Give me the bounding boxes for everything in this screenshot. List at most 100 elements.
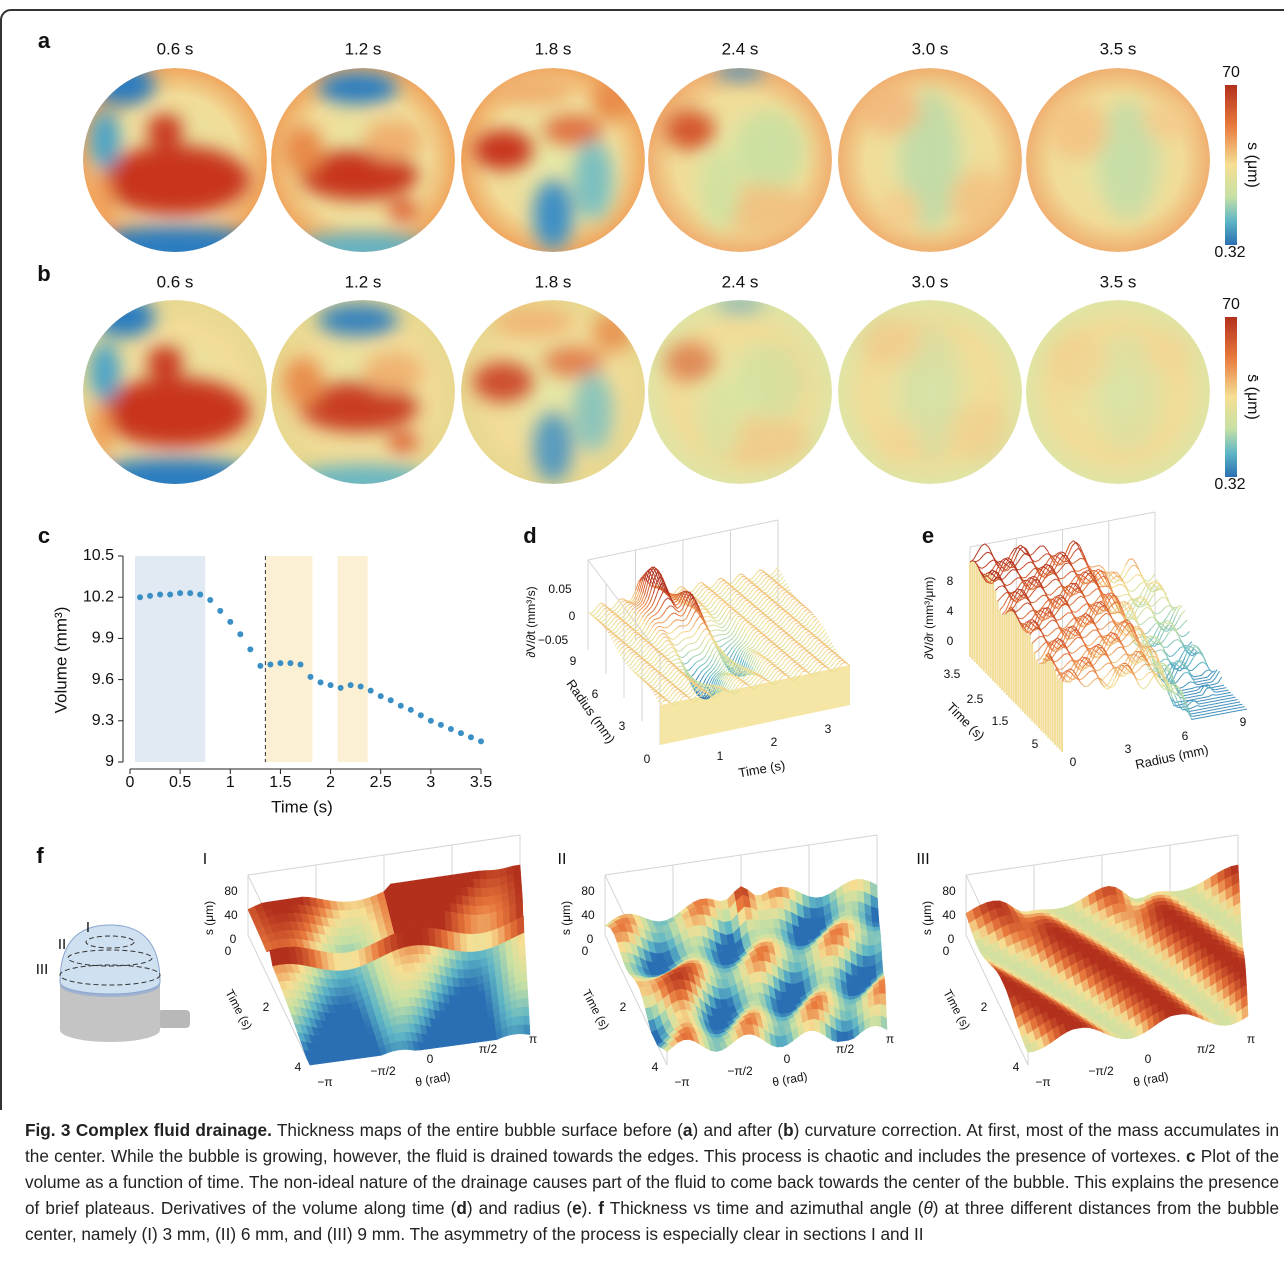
surface-line <box>1216 694 1220 695</box>
surface-line <box>812 666 815 670</box>
surface-line <box>724 616 727 622</box>
surface-line <box>1231 706 1235 707</box>
surface-line <box>705 634 708 639</box>
surface-line <box>1177 693 1181 694</box>
surface-line <box>758 676 761 677</box>
surface-line <box>1210 701 1214 702</box>
surface-line <box>751 599 754 602</box>
surface-line <box>823 633 826 637</box>
surface-line <box>668 663 671 665</box>
surface-line <box>678 626 681 627</box>
surface-line <box>736 680 739 684</box>
surface-line <box>812 631 815 633</box>
surface-line <box>1085 608 1089 614</box>
surface-line <box>799 647 802 648</box>
surface-line <box>653 691 656 692</box>
surface-line <box>1169 656 1173 657</box>
surface-line <box>676 663 679 664</box>
surface-line <box>809 612 812 613</box>
surface-line <box>720 659 723 665</box>
surface-line <box>675 627 678 630</box>
surface-line <box>1219 702 1223 703</box>
surface-line <box>779 654 782 658</box>
surface-line <box>1057 632 1061 638</box>
surface-line <box>795 638 798 640</box>
panel-label: e <box>922 523 934 548</box>
surface-line <box>714 669 717 672</box>
surface-line <box>1180 646 1184 647</box>
map-feature <box>700 150 740 230</box>
surface-line <box>711 602 714 607</box>
surface-line <box>711 593 714 595</box>
surface-line <box>1186 682 1190 685</box>
map-feature <box>90 342 120 402</box>
surface-line <box>708 645 711 651</box>
surface-line <box>756 615 759 619</box>
surface-line <box>618 602 621 606</box>
surface-line <box>599 606 602 610</box>
surface-line <box>655 674 658 678</box>
surface-line <box>734 614 737 617</box>
surface-line <box>741 638 744 642</box>
surface-line <box>765 679 768 680</box>
surface-line <box>1221 713 1225 714</box>
surface-line <box>720 621 723 624</box>
surface-line <box>647 679 650 682</box>
surface-line <box>1075 588 1079 590</box>
surface-line <box>757 626 760 628</box>
surface-line <box>1030 592 1034 597</box>
surface-line <box>810 663 813 668</box>
surface-line <box>682 677 685 680</box>
surface-line <box>783 671 786 672</box>
surface-line <box>1224 707 1228 708</box>
surface-line <box>1227 701 1231 702</box>
surface-line <box>721 669 724 672</box>
surface-line <box>762 672 765 676</box>
surface-line <box>753 637 756 642</box>
surface-line <box>770 613 773 616</box>
surface-line <box>832 656 835 660</box>
surface-line <box>760 650 763 652</box>
surface-line <box>712 614 715 615</box>
surface-line <box>655 612 658 615</box>
surface-line <box>601 609 604 613</box>
surface-line <box>754 587 757 588</box>
surface-line <box>745 580 748 582</box>
surface-line <box>758 592 761 595</box>
surface-line <box>1188 688 1192 689</box>
x-tick-label: 3.5 <box>470 774 492 791</box>
surface-line <box>683 687 686 690</box>
surface-line <box>775 612 778 616</box>
surface-line <box>1209 710 1213 711</box>
surface-line <box>1178 614 1182 621</box>
surface-line <box>650 657 653 661</box>
surface-line <box>719 667 722 671</box>
surface-line <box>662 653 665 654</box>
surface-line <box>677 606 680 609</box>
surface-line <box>761 580 764 584</box>
surface-line <box>784 636 787 640</box>
surface-line <box>801 640 804 643</box>
surface-line <box>758 667 761 673</box>
surface-line <box>822 629 825 633</box>
surface-line <box>751 616 754 620</box>
surface-line <box>672 695 675 699</box>
surface-line <box>656 696 659 699</box>
surface-line <box>774 637 777 640</box>
surface-line <box>776 583 779 584</box>
time-label: 2.4 s <box>722 272 759 291</box>
surface-line <box>1037 659 1041 660</box>
surface-line <box>789 673 792 676</box>
surface-line <box>778 585 781 586</box>
surface-line <box>815 644 818 648</box>
surface-line <box>1032 613 1036 619</box>
surface-line <box>766 598 769 600</box>
surface-line <box>1202 680 1206 681</box>
surface-line <box>1042 642 1046 646</box>
surface-line <box>1174 670 1178 678</box>
surface-line <box>768 627 771 632</box>
surface-line <box>624 640 627 642</box>
surface-line <box>676 603 679 605</box>
surface-line <box>772 571 775 575</box>
surface-line <box>746 617 749 619</box>
